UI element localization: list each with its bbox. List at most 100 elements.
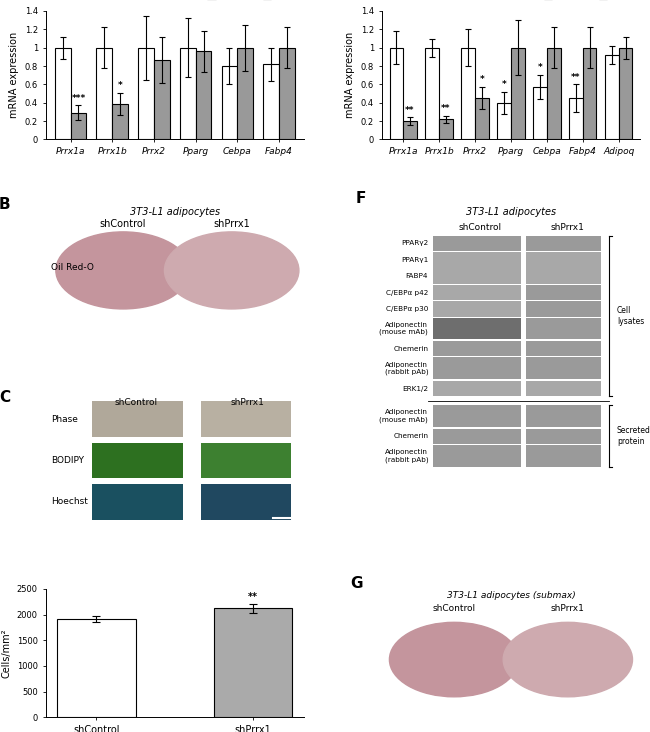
FancyBboxPatch shape <box>526 318 601 340</box>
Text: Adiponectin
(mouse mAb): Adiponectin (mouse mAb) <box>380 409 428 423</box>
Text: shPrrx1: shPrrx1 <box>213 219 250 229</box>
Text: **: ** <box>571 72 580 81</box>
FancyBboxPatch shape <box>434 406 521 427</box>
Text: C: C <box>0 390 10 405</box>
Text: FABP4: FABP4 <box>406 273 428 279</box>
Text: **: ** <box>441 104 450 113</box>
Text: shPrrx1: shPrrx1 <box>551 223 585 232</box>
Bar <box>605 55 619 139</box>
Bar <box>70 113 86 139</box>
Text: Cell
lysates: Cell lysates <box>617 306 644 326</box>
Bar <box>583 48 597 139</box>
Text: Chemerin: Chemerin <box>393 433 428 439</box>
FancyBboxPatch shape <box>92 443 183 479</box>
Legend: shControl, shPrrx1: shControl, shPrrx1 <box>207 0 305 1</box>
FancyBboxPatch shape <box>434 381 521 396</box>
FancyBboxPatch shape <box>526 406 601 427</box>
Ellipse shape <box>164 232 299 309</box>
Text: shPrrx1: shPrrx1 <box>230 397 264 406</box>
Text: 3T3-L1 adipocytes: 3T3-L1 adipocytes <box>466 207 556 217</box>
Text: ERK1/2: ERK1/2 <box>402 386 428 392</box>
Bar <box>57 619 136 717</box>
FancyBboxPatch shape <box>201 484 291 520</box>
FancyBboxPatch shape <box>526 252 601 267</box>
Text: G: G <box>350 576 363 591</box>
Bar <box>462 48 475 139</box>
Bar <box>222 66 237 139</box>
Y-axis label: Cells/mm²: Cells/mm² <box>1 628 11 678</box>
Text: BODIPY: BODIPY <box>51 456 84 465</box>
FancyBboxPatch shape <box>201 443 291 479</box>
FancyBboxPatch shape <box>434 357 521 379</box>
FancyBboxPatch shape <box>526 269 601 284</box>
FancyBboxPatch shape <box>526 429 601 444</box>
Ellipse shape <box>389 622 519 697</box>
Bar <box>263 64 279 139</box>
FancyBboxPatch shape <box>526 302 601 317</box>
FancyBboxPatch shape <box>526 341 601 356</box>
Text: *: * <box>480 75 484 84</box>
Text: PPARγ1: PPARγ1 <box>401 257 428 263</box>
Text: Hoechst: Hoechst <box>51 497 88 506</box>
FancyBboxPatch shape <box>92 401 183 438</box>
FancyBboxPatch shape <box>526 445 601 467</box>
FancyBboxPatch shape <box>434 341 521 356</box>
Text: *: * <box>118 81 123 90</box>
FancyBboxPatch shape <box>434 429 521 444</box>
Bar <box>497 102 511 139</box>
Bar <box>237 48 254 139</box>
Bar <box>138 48 154 139</box>
Bar <box>214 608 292 717</box>
Text: B: B <box>0 197 10 212</box>
Ellipse shape <box>503 622 632 697</box>
Text: PPARγ2: PPARγ2 <box>401 240 428 247</box>
Bar <box>475 98 489 139</box>
Bar <box>279 48 295 139</box>
Text: shControl: shControl <box>114 397 157 406</box>
Bar <box>511 48 525 139</box>
Bar <box>426 48 439 139</box>
FancyBboxPatch shape <box>434 285 521 300</box>
FancyBboxPatch shape <box>434 236 521 251</box>
Text: F: F <box>356 191 366 206</box>
FancyBboxPatch shape <box>201 401 291 438</box>
FancyBboxPatch shape <box>434 318 521 340</box>
Legend: shControl, shPrrx1: shControl, shPrrx1 <box>543 0 642 1</box>
Text: shPrrx1: shPrrx1 <box>551 605 585 613</box>
Bar <box>55 48 70 139</box>
Bar <box>547 48 560 139</box>
Bar <box>439 119 453 139</box>
Text: shControl: shControl <box>100 219 146 229</box>
Y-axis label: mRNA expression: mRNA expression <box>345 32 355 119</box>
FancyBboxPatch shape <box>434 445 521 467</box>
FancyBboxPatch shape <box>526 357 601 379</box>
Text: Phase: Phase <box>51 415 77 424</box>
FancyBboxPatch shape <box>434 252 521 267</box>
FancyBboxPatch shape <box>434 302 521 317</box>
Ellipse shape <box>56 232 190 309</box>
Text: 3T3-L1 adipocytes: 3T3-L1 adipocytes <box>130 207 220 217</box>
Bar <box>180 48 196 139</box>
FancyBboxPatch shape <box>92 484 183 520</box>
Bar <box>619 48 632 139</box>
Text: Adiponectin
(rabbit pAb): Adiponectin (rabbit pAb) <box>385 362 428 375</box>
Text: Secreted
protein: Secreted protein <box>617 427 650 446</box>
Text: ***: *** <box>72 94 86 102</box>
FancyBboxPatch shape <box>434 269 521 284</box>
Text: 3T3-L1 adipocytes (submax): 3T3-L1 adipocytes (submax) <box>447 591 575 600</box>
Bar <box>569 98 583 139</box>
Text: Oil Red-O: Oil Red-O <box>51 264 94 272</box>
Bar <box>403 121 417 139</box>
Y-axis label: mRNA expression: mRNA expression <box>9 32 19 119</box>
Text: C/EBPα p30: C/EBPα p30 <box>386 306 428 312</box>
FancyBboxPatch shape <box>526 381 601 396</box>
Text: *: * <box>538 64 542 72</box>
Text: shControl: shControl <box>432 605 476 613</box>
Bar <box>533 87 547 139</box>
Text: *: * <box>502 80 506 89</box>
FancyBboxPatch shape <box>526 285 601 300</box>
Bar <box>389 48 403 139</box>
Bar <box>96 48 112 139</box>
Bar <box>154 59 170 139</box>
Text: Adiponectin
(mouse mAb): Adiponectin (mouse mAb) <box>380 322 428 335</box>
